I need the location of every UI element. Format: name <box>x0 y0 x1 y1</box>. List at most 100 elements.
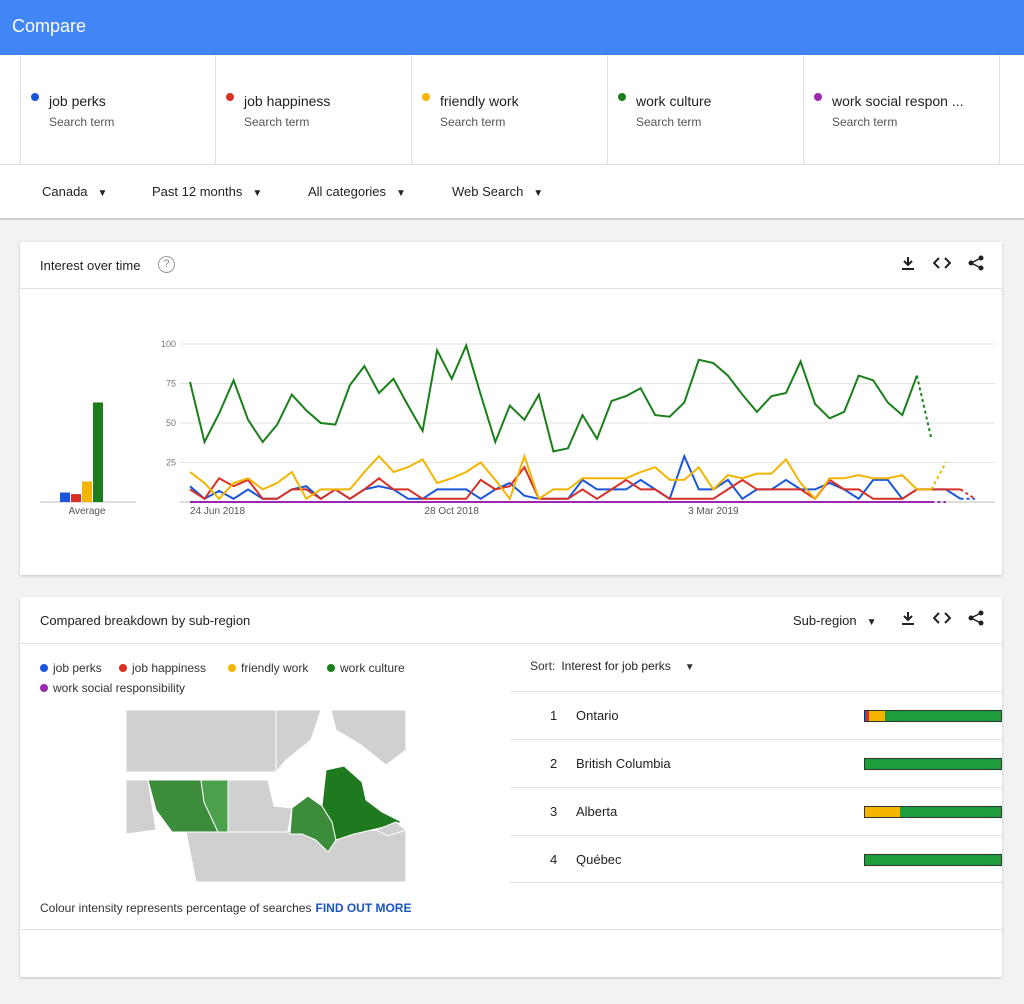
legend-dot <box>327 664 335 672</box>
period-dropdown[interactable]: Past 12 months ▼ <box>152 184 262 199</box>
card-header: Compared breakdown by sub-region Sub-reg… <box>20 597 1002 644</box>
share-segment-friendly-work <box>865 807 901 817</box>
series-partial-segment <box>915 375 933 440</box>
share-segment-work-culture <box>865 855 1001 865</box>
average-label: Average <box>68 506 106 517</box>
average-bars <box>40 402 136 503</box>
region-share-bar <box>864 710 1002 722</box>
region-share-bar <box>864 854 1002 866</box>
category-dropdown[interactable]: All categories ▼ <box>308 184 406 199</box>
help-icon[interactable]: ? <box>158 256 175 273</box>
canada-map <box>126 710 406 882</box>
region-rank: 4 <box>550 852 558 867</box>
region-rank: 3 <box>550 804 558 819</box>
share-icon[interactable] <box>968 255 984 276</box>
caret-down-icon: ▼ <box>97 188 108 199</box>
legend-item: work social responsibility <box>40 681 185 695</box>
share-segment-work-culture <box>900 807 1001 817</box>
legend-item: job happiness <box>119 661 206 675</box>
legend-dot <box>40 684 48 692</box>
card-header: Interest over time ? <box>20 242 1002 289</box>
search-type-dropdown[interactable]: Web Search ▼ <box>452 184 543 199</box>
page-title: Compare <box>12 16 87 36</box>
term-color-dot <box>226 93 234 101</box>
series-partial-segment <box>930 462 947 490</box>
region-row[interactable]: 2 British Columbia <box>510 739 1002 787</box>
search-term-name: job perks <box>49 93 106 109</box>
search-term-type: Search term <box>636 115 702 129</box>
y-tick-label: 100 <box>161 339 176 349</box>
region-dropdown-label: Canada <box>42 184 88 199</box>
sort-control[interactable]: Sort: Interest for job perks ▼ <box>530 659 695 673</box>
search-term-name: job happiness <box>244 93 331 109</box>
region-rank: 2 <box>550 756 558 771</box>
legend-dot <box>228 664 236 672</box>
card-title: Compared breakdown by sub-region <box>40 613 251 628</box>
search-type-dropdown-label: Web Search <box>452 184 524 199</box>
map-footnote: Colour intensity represents percentage o… <box>40 901 411 915</box>
y-tick-label: 50 <box>166 418 176 428</box>
share-segment-work-culture <box>885 711 1001 721</box>
average-bar-work-culture <box>93 402 103 502</box>
interest-over-time-card: Interest over time ? Average 100 75 50 25 2… <box>20 242 1002 575</box>
region-name: British Columbia <box>576 756 671 771</box>
term-color-dot <box>618 93 626 101</box>
embed-icon[interactable] <box>932 255 952 276</box>
search-term-friendly-work[interactable]: friendly work Search term <box>412 55 608 165</box>
search-term-type: Search term <box>440 115 506 129</box>
download-icon[interactable] <box>900 255 916 276</box>
series-partial-segment <box>959 488 976 500</box>
search-term-type: Search term <box>832 115 898 129</box>
share-segment-work-culture <box>865 759 1001 769</box>
top-bar: Compare <box>0 0 1024 55</box>
series-line-friendly-work <box>189 453 932 501</box>
caret-down-icon: ▼ <box>252 188 263 199</box>
legend-dot <box>40 664 48 672</box>
map-region-alberta[interactable] <box>200 779 229 833</box>
sort-value: Interest for job perks <box>561 659 671 673</box>
card-title: Interest over time <box>40 258 141 273</box>
legend-dot <box>119 664 127 672</box>
region-row[interactable]: 1 Ontario <box>510 691 1002 739</box>
region-row[interactable]: 4 Québec <box>510 835 1002 883</box>
series-line-job-happiness <box>189 465 961 501</box>
embed-icon[interactable] <box>932 610 952 631</box>
period-dropdown-label: Past 12 months <box>152 184 243 199</box>
legend-label: work social responsibility <box>53 681 186 695</box>
resolution-dropdown-label: Sub-region <box>793 613 857 628</box>
term-color-dot <box>422 93 430 101</box>
search-term-job-happiness[interactable]: job happiness Search term <box>216 55 412 165</box>
caret-down-icon: ▼ <box>866 617 877 628</box>
x-tick-label: 3 Mar 2019 <box>688 506 739 517</box>
download-icon[interactable] <box>900 610 916 631</box>
x-tick-label: 28 Oct 2018 <box>424 506 479 517</box>
region-name: Ontario <box>576 708 619 723</box>
term-color-dot <box>31 93 39 101</box>
region-dropdown[interactable]: Canada ▼ <box>42 184 107 199</box>
legend-label: work culture <box>340 661 405 675</box>
search-term-work-social-responsibility[interactable]: work social respon ... Search term <box>804 55 1000 165</box>
caret-down-icon: ▼ <box>396 188 406 199</box>
x-axis-labels: 24 Jun 2018 28 Oct 2018 3 Mar 2019 <box>190 506 739 517</box>
search-term-type: Search term <box>49 115 115 129</box>
average-bar-job-happiness <box>71 494 81 502</box>
sort-label: Sort: <box>530 659 556 673</box>
region-row[interactable]: 3 Alberta <box>510 787 1002 835</box>
legend-label: job happiness <box>132 661 207 675</box>
region-rank: 1 <box>550 708 558 723</box>
legend-item: friendly work <box>228 661 308 675</box>
search-term-name: work culture <box>636 93 712 109</box>
breakdown-card: Compared breakdown by sub-region Sub-reg… <box>20 597 1002 977</box>
resolution-dropdown[interactable]: Sub-region ▼ <box>793 613 877 628</box>
caret-down-icon: ▼ <box>533 188 544 199</box>
search-term-name: work social respon ... <box>832 93 964 109</box>
find-out-more-link[interactable]: FIND OUT MORE <box>315 901 412 915</box>
share-icon[interactable] <box>968 610 984 631</box>
interest-over-time-chart: Average 100 75 50 25 24 Jun 2018 28 Oct 2018… <box>40 339 995 517</box>
category-dropdown-label: All categories <box>308 184 387 199</box>
search-term-work-culture[interactable]: work culture Search term <box>608 55 804 165</box>
chart-series <box>189 342 976 503</box>
search-term-job-perks[interactable]: job perks Search term <box>20 55 216 165</box>
term-color-dot <box>814 93 822 101</box>
legend-label: friendly work <box>241 661 309 675</box>
